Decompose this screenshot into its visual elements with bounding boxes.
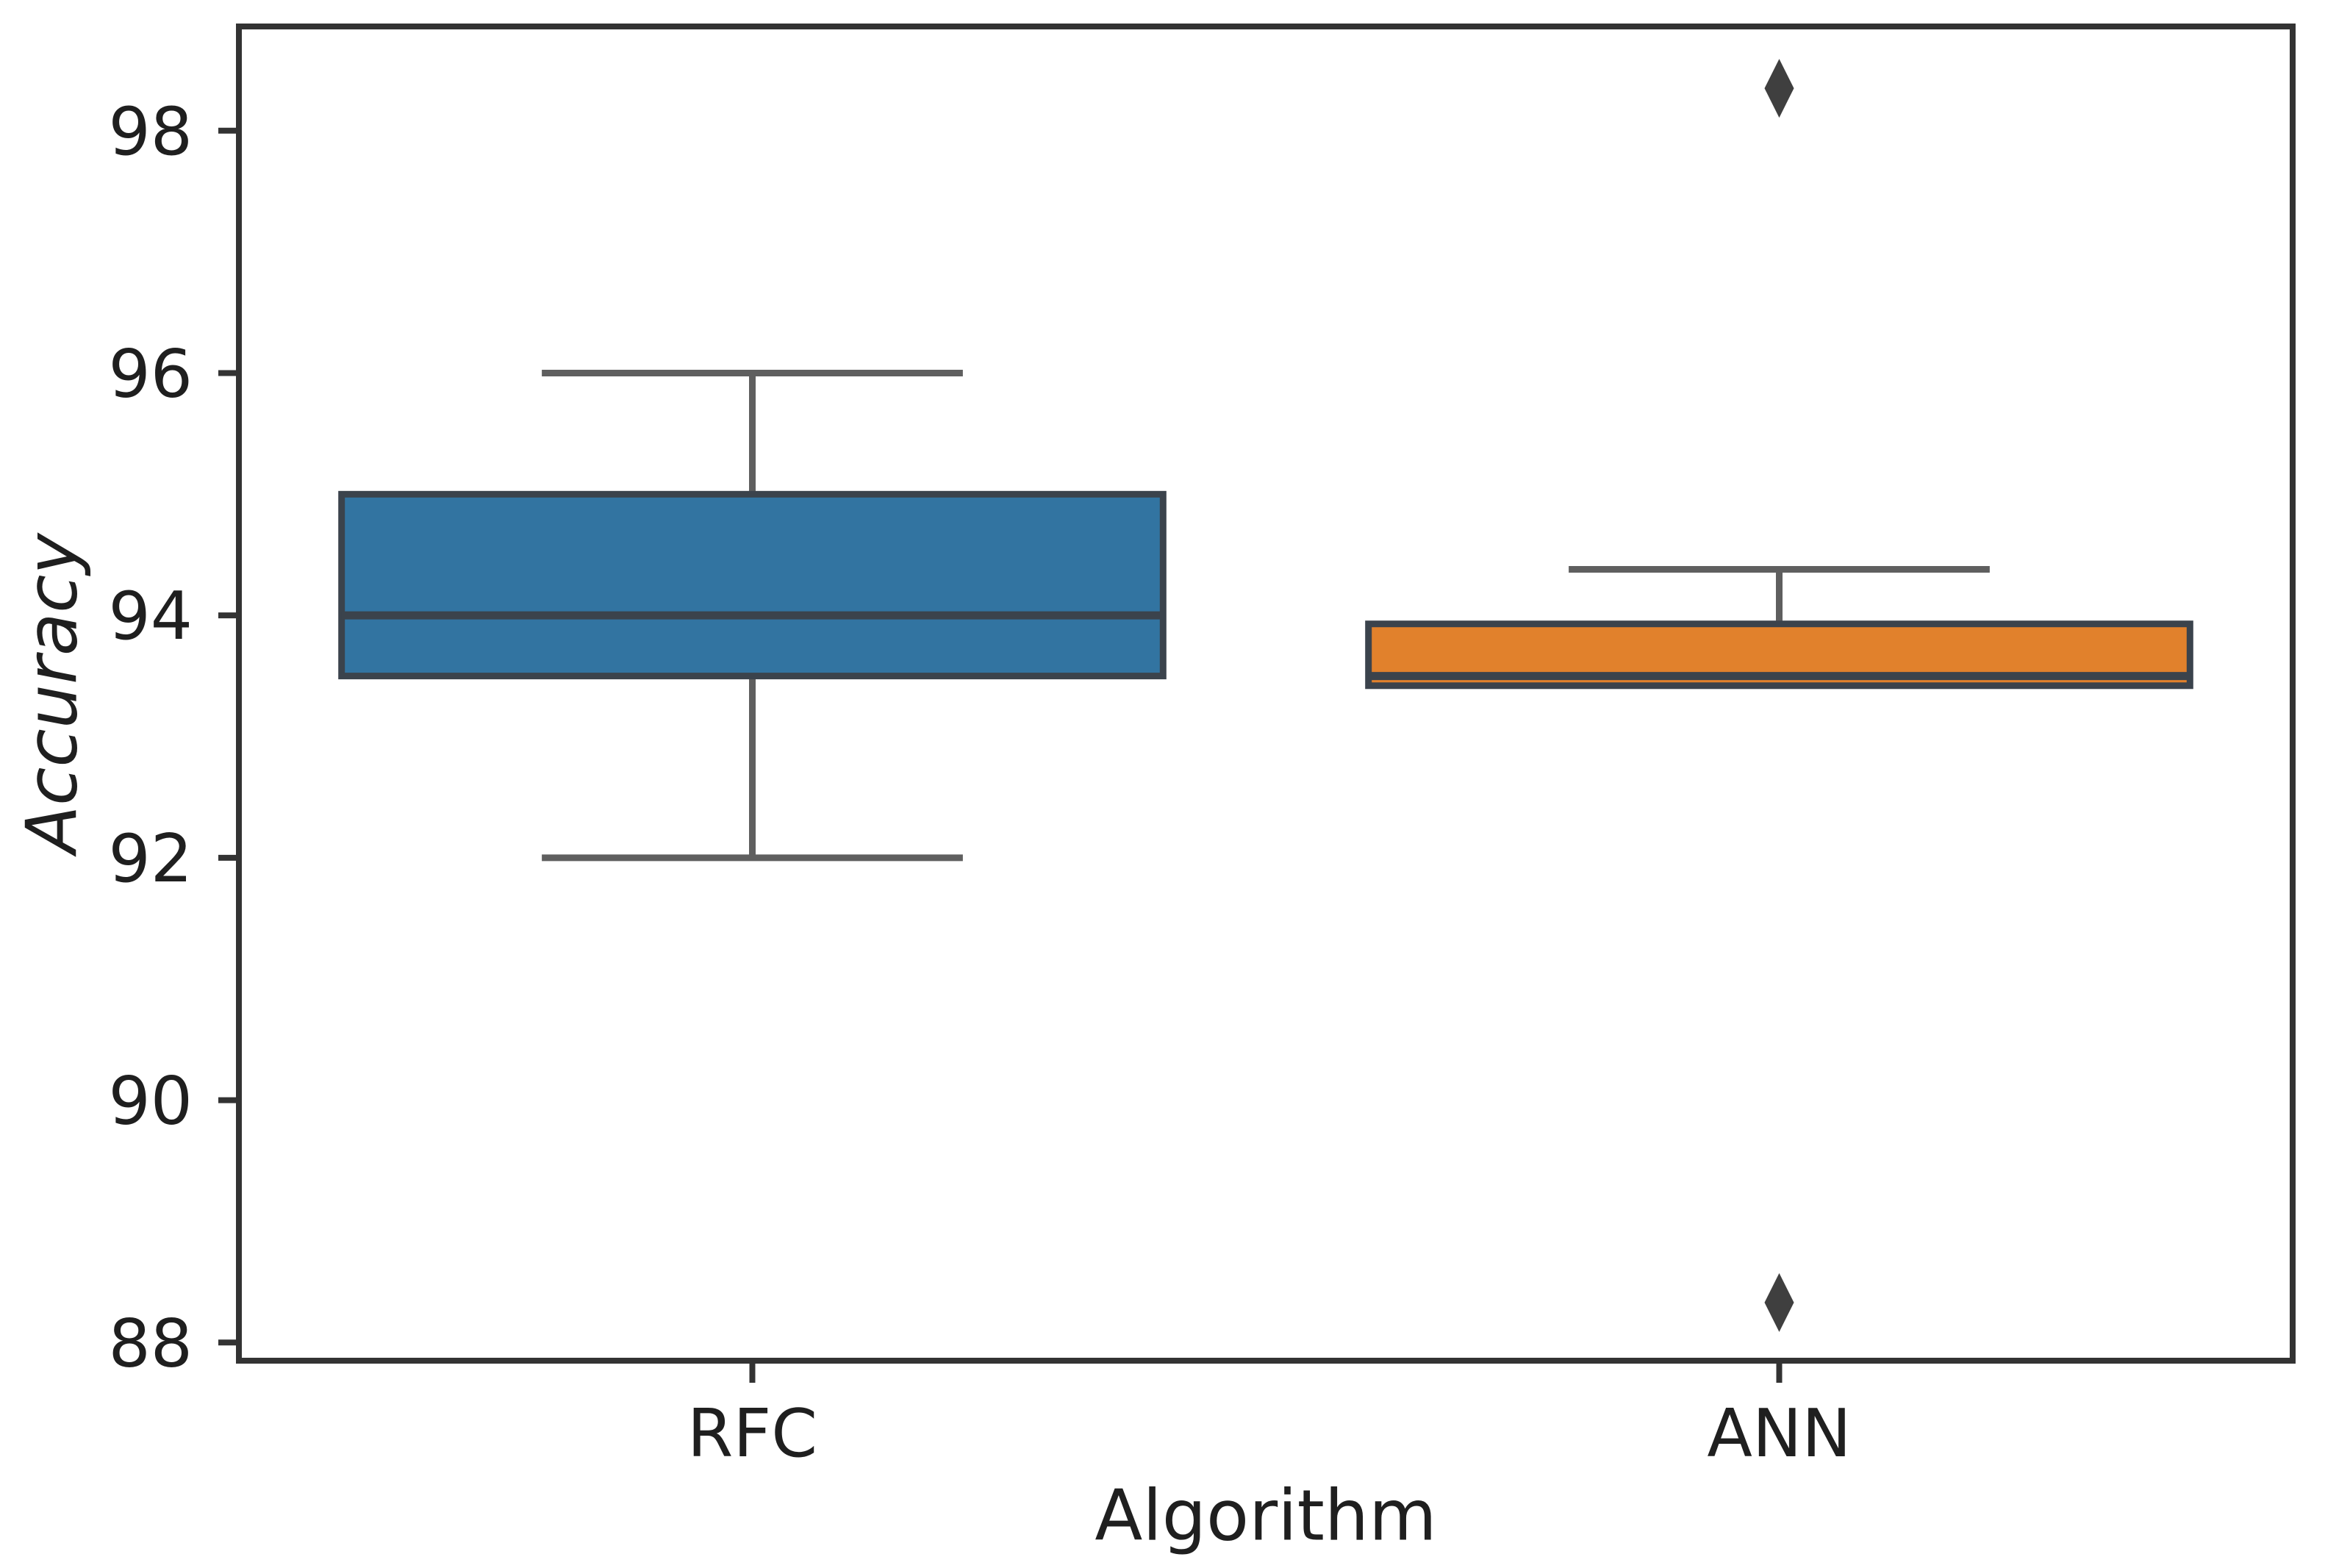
y-tick-label: 92	[108, 820, 193, 898]
axes-frame	[236, 24, 2296, 1364]
x-axis-title: Algorithm	[1095, 1475, 1437, 1557]
box-rfc	[338, 490, 1167, 680]
y-tick-label: 90	[108, 1063, 193, 1140]
x-tick-label: ANN	[1707, 1395, 1851, 1472]
y-tick-label: 96	[108, 335, 193, 412]
x-tick-label: RFC	[687, 1395, 817, 1472]
y-tick-label: 98	[108, 93, 193, 171]
outlier-diamond-ann	[1764, 59, 1794, 118]
y-tick-label: 88	[108, 1305, 193, 1382]
y-axis-title: Accuracy	[12, 533, 93, 853]
outlier-diamond-ann	[1764, 1272, 1794, 1332]
y-tick-label: 94	[108, 578, 193, 655]
